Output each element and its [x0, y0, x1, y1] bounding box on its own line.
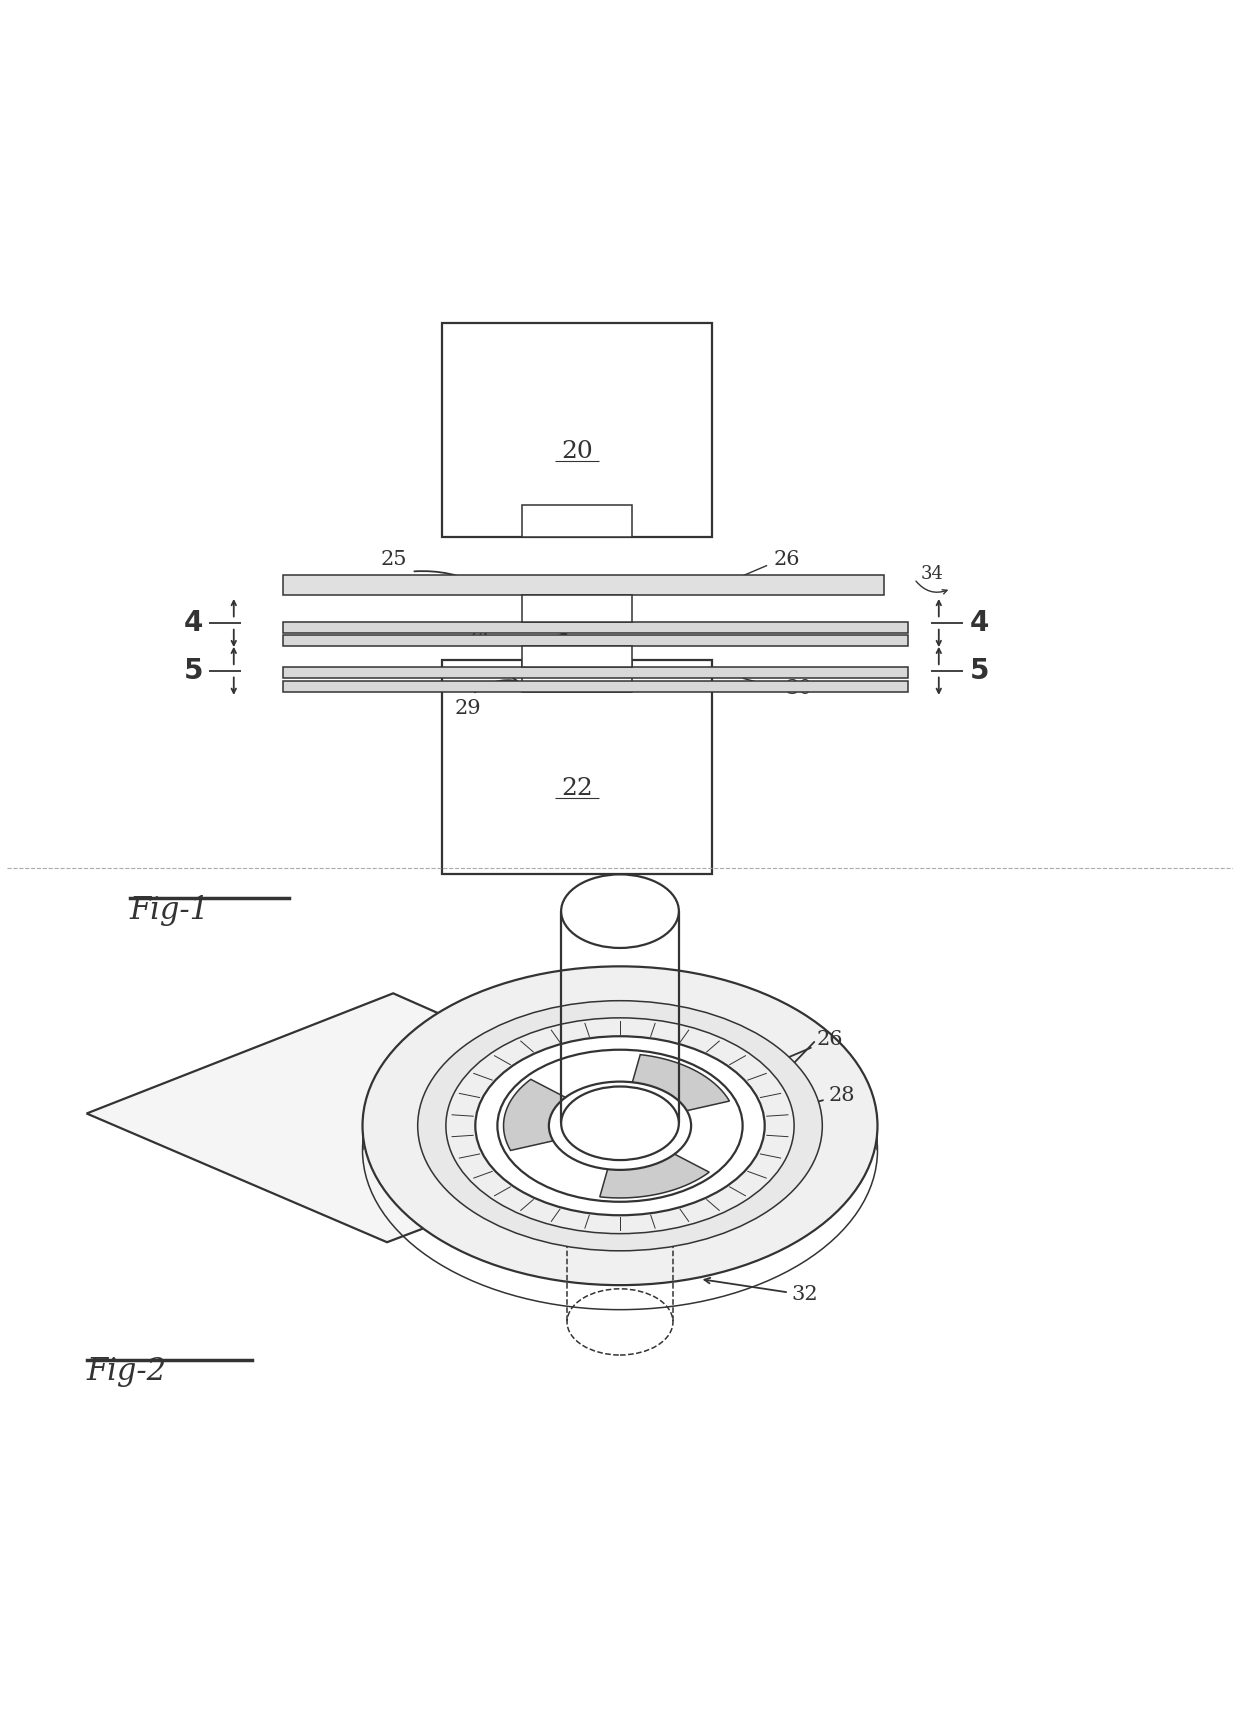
Ellipse shape [446, 1019, 794, 1234]
Polygon shape [630, 1055, 729, 1115]
Text: 26: 26 [746, 1031, 843, 1075]
Text: 32: 32 [704, 1277, 818, 1305]
Bar [522, 659, 632, 692]
Text: 24: 24 [465, 627, 491, 645]
Text: 30: 30 [785, 678, 812, 697]
Text: 25: 25 [381, 550, 408, 568]
Bar [283, 621, 908, 633]
Text: 5: 5 [970, 657, 990, 685]
Text: Fig-1: Fig-1 [129, 895, 210, 926]
Text: 20: 20 [562, 440, 593, 462]
Bar [283, 635, 908, 647]
Text: 26: 26 [774, 550, 800, 568]
Text: 28: 28 [758, 1085, 854, 1120]
Bar [283, 668, 908, 678]
Text: 5: 5 [184, 657, 203, 685]
Text: Fig-2: Fig-2 [87, 1356, 166, 1387]
Bar [522, 594, 632, 621]
Ellipse shape [549, 1082, 691, 1169]
Text: 22: 22 [562, 777, 593, 800]
Ellipse shape [562, 1087, 678, 1161]
Bar [522, 647, 632, 668]
Text: 4: 4 [970, 609, 988, 637]
Bar [443, 322, 712, 538]
Bar [283, 575, 884, 594]
Bar [522, 505, 632, 538]
Ellipse shape [418, 1002, 822, 1251]
Polygon shape [87, 993, 693, 1243]
Ellipse shape [475, 1036, 765, 1216]
Text: 4: 4 [184, 609, 203, 637]
Polygon shape [503, 1079, 578, 1150]
Polygon shape [600, 1147, 709, 1198]
Text: 29: 29 [455, 700, 481, 719]
Ellipse shape [562, 875, 678, 948]
Bar [443, 659, 712, 875]
Ellipse shape [497, 1049, 743, 1202]
Text: 34: 34 [920, 565, 944, 584]
Bar [283, 681, 908, 692]
Ellipse shape [362, 966, 878, 1286]
